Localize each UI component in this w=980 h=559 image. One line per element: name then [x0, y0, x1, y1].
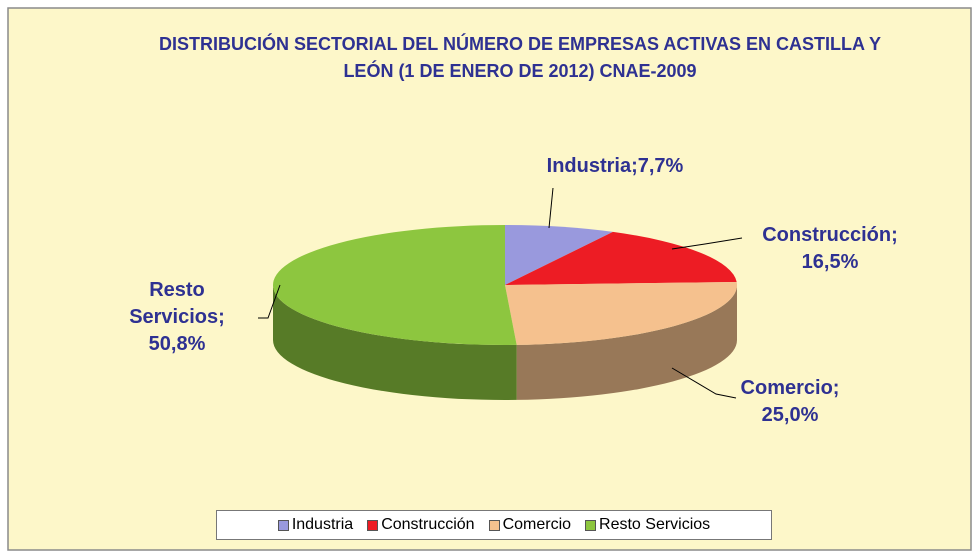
chart-title: DISTRIBUCIÓN SECTORIAL DEL NÚMERO DE EMP…	[158, 34, 882, 81]
slice	[505, 231, 737, 285]
slice-side	[273, 285, 517, 400]
legend-label: Comercio	[502, 516, 572, 533]
legend-swatch	[488, 519, 500, 531]
legend-label: Construcción	[381, 516, 475, 533]
leader-lines	[258, 187, 743, 399]
legend-swatch	[277, 519, 289, 531]
slice	[505, 281, 737, 345]
legend-item: Resto Servicios	[585, 516, 710, 534]
pie	[273, 225, 737, 400]
slice	[273, 225, 517, 345]
data-label: Industria;7,7%	[546, 155, 684, 177]
data-label: Construcción; 16,5%	[762, 224, 898, 273]
legend: Industria Construcción Comercio Resto Servi…	[216, 510, 772, 540]
leader-line	[671, 237, 743, 250]
leader-line	[548, 187, 554, 229]
legend-label: Resto Servicios	[599, 516, 711, 533]
legend-item: Comercio	[488, 516, 572, 534]
legend-swatch	[585, 519, 597, 531]
legend-item: Construcción	[367, 516, 475, 534]
legend-swatch	[367, 519, 379, 531]
legend-item: Industria	[277, 516, 354, 534]
slice	[505, 225, 613, 285]
leader-line	[258, 284, 281, 319]
slice-side	[516, 285, 737, 400]
data-label: Comercio; 25,0%	[740, 377, 840, 426]
data-label: Resto Servicios; 50,8%	[129, 279, 225, 355]
leader-line	[671, 367, 737, 399]
legend-label: Industria	[291, 516, 354, 533]
